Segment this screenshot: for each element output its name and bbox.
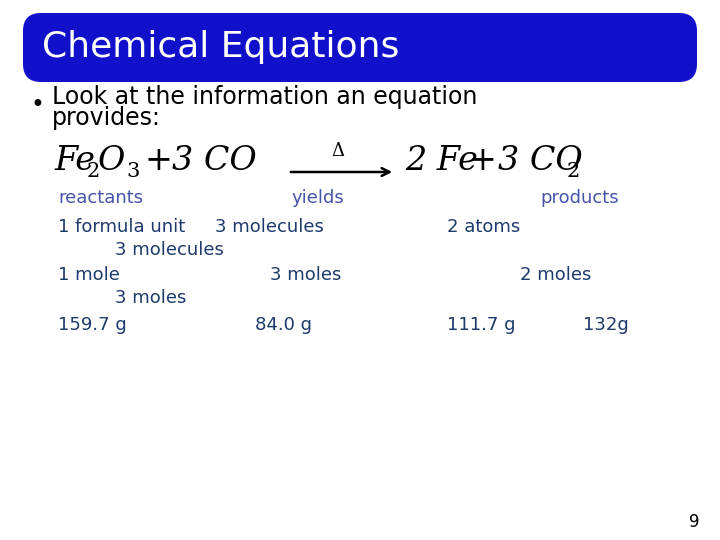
Text: Δ: Δ bbox=[331, 142, 344, 160]
Text: 3 CO: 3 CO bbox=[498, 145, 582, 177]
Text: 2 atoms: 2 atoms bbox=[447, 218, 521, 236]
Text: 1 formula unit: 1 formula unit bbox=[58, 218, 185, 236]
Text: 3 moles: 3 moles bbox=[115, 289, 186, 307]
Text: O: O bbox=[98, 145, 125, 177]
Text: Chemical Equations: Chemical Equations bbox=[42, 30, 400, 64]
Text: 132g: 132g bbox=[583, 316, 629, 334]
Text: 2 moles: 2 moles bbox=[520, 266, 591, 284]
Text: yields: yields bbox=[292, 189, 344, 207]
Text: provides:: provides: bbox=[52, 106, 161, 130]
Text: 1 mole: 1 mole bbox=[58, 266, 120, 284]
Text: 3: 3 bbox=[126, 162, 140, 181]
Text: +: + bbox=[468, 145, 496, 177]
Text: +: + bbox=[145, 145, 173, 177]
FancyBboxPatch shape bbox=[23, 13, 697, 82]
Text: 2: 2 bbox=[567, 162, 580, 181]
Text: 111.7 g: 111.7 g bbox=[447, 316, 516, 334]
Text: 2 Fe: 2 Fe bbox=[405, 145, 478, 177]
Text: Fe: Fe bbox=[55, 145, 96, 177]
Text: 159.7 g: 159.7 g bbox=[58, 316, 127, 334]
Text: Look at the information an equation: Look at the information an equation bbox=[52, 85, 477, 109]
Text: 84.0 g: 84.0 g bbox=[255, 316, 312, 334]
Text: products: products bbox=[541, 189, 619, 207]
Text: •: • bbox=[30, 93, 44, 117]
Text: 2: 2 bbox=[87, 162, 100, 181]
Text: reactants: reactants bbox=[58, 189, 143, 207]
Text: 3 moles: 3 moles bbox=[270, 266, 341, 284]
Text: 3 CO: 3 CO bbox=[172, 145, 257, 177]
Text: 3 molecules: 3 molecules bbox=[115, 241, 224, 259]
Text: 3 molecules: 3 molecules bbox=[215, 218, 324, 236]
Text: 9: 9 bbox=[690, 513, 700, 531]
